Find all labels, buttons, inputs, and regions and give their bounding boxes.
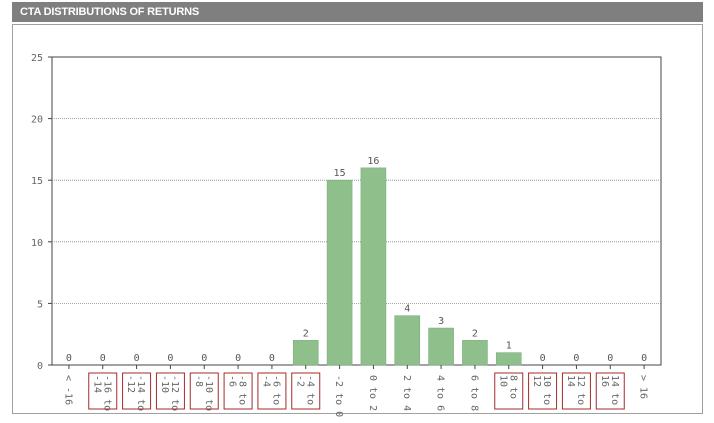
data-label: 2 (303, 328, 309, 339)
x-label-highlight-box (155, 372, 185, 410)
x-tick-label: 4 to 6 (435, 375, 446, 411)
data-label: 0 (607, 353, 613, 364)
y-tick-label: 0 (37, 361, 43, 372)
x-tick-label-line: -14 to (135, 375, 146, 411)
x-tick-label-line: 2 to 4 (401, 375, 412, 411)
x-tick-label: -4 to-2 (294, 375, 315, 405)
x-tick-label-line: -16 to (101, 375, 112, 411)
x-tick-label-line: -8 to (237, 375, 248, 405)
x-tick-label-line: 6 to 8 (468, 375, 479, 411)
x-tick-label-line: > 16 (638, 375, 649, 399)
x-label-highlight-box (494, 372, 524, 410)
data-label: 0 (269, 353, 275, 364)
x-label-highlight-box (595, 372, 625, 410)
x-tick-label-line: -12 to (169, 375, 180, 411)
x-label-highlight-box (561, 372, 591, 410)
data-label: 16 (367, 156, 379, 167)
x-tick-label: > 16 (638, 375, 649, 399)
x-tick-label: 6 to 8 (468, 375, 479, 411)
x-tick-label-line: 12 to (575, 375, 586, 405)
x-tick-label-line: 0 to 2 (367, 375, 378, 411)
x-tick-label: < -16 (62, 375, 73, 405)
y-tick-label: 5 (37, 299, 43, 310)
bar (394, 315, 421, 366)
chart-title: CTA DISTRIBUTIONS OF RETURNS (20, 6, 199, 18)
data-label: 0 (66, 353, 72, 364)
x-label-highlight-box (291, 372, 321, 410)
bar (292, 340, 319, 366)
x-tick-label-line: 4 to 6 (435, 375, 446, 411)
x-tick-label-line: -10 to (203, 375, 214, 411)
x-tick-label-line: -4 to (304, 375, 315, 405)
x-tick-label-line: 10 to (541, 375, 552, 405)
data-label: 3 (438, 316, 444, 327)
x-tick-label-line: 12 (531, 375, 542, 387)
x-tick-label-line: -6 (227, 375, 238, 387)
x-tick-label: 0 to 2 (367, 375, 378, 411)
x-tick-label: -10 to-8 (193, 375, 214, 411)
x-tick-label-line: 14 to (609, 375, 620, 405)
bar (326, 179, 353, 366)
x-tick-label-line: 8 to (507, 375, 518, 399)
x-label-highlight-box (122, 372, 152, 410)
x-label-highlight-box (257, 372, 287, 410)
data-label: 0 (540, 353, 546, 364)
x-label-highlight-box (528, 372, 558, 410)
x-tick-label: -12 to-10 (159, 375, 180, 411)
x-tick-label: -6 to-4 (260, 375, 281, 405)
x-tick-label-line: -6 to (270, 375, 281, 405)
x-tick-label-line: 16 (599, 375, 610, 387)
x-tick-label-line: -2 (294, 375, 305, 387)
data-label: 0 (167, 353, 173, 364)
y-tick-label: 20 (31, 115, 43, 126)
chart-title-bar: CTA DISTRIBUTIONS OF RETURNS (12, 2, 703, 22)
bar (360, 167, 387, 366)
bar (428, 327, 454, 366)
x-tick-label-line: -12 (125, 375, 136, 393)
data-label: 0 (201, 353, 207, 364)
bar (495, 352, 522, 366)
data-label: 0 (235, 353, 241, 364)
y-tick-label: 10 (31, 238, 43, 249)
x-tick-label-line: -4 (260, 375, 271, 387)
data-label: 15 (334, 168, 346, 179)
data-label: 0 (134, 353, 140, 364)
data-label: 4 (404, 304, 410, 315)
x-label-highlight-box (88, 372, 118, 410)
bar (462, 340, 488, 366)
plot-area (51, 56, 662, 366)
x-tick-label: -16 to-14 (91, 375, 112, 411)
x-tick-label-line: 14 (565, 375, 576, 387)
x-tick-label: 2 to 4 (401, 375, 412, 411)
x-tick-label-line: -14 (91, 375, 102, 393)
x-tick-label: -2 to 0 (333, 375, 344, 417)
x-tick-label-line: -8 (193, 375, 204, 387)
x-tick-label: -8 to-6 (227, 375, 248, 405)
data-label: 1 (506, 341, 512, 352)
x-tick-label-line: < -16 (62, 375, 73, 405)
x-tick-label-line: 10 (497, 375, 508, 387)
data-label: 0 (573, 353, 579, 364)
x-label-highlight-box (223, 372, 253, 410)
x-tick-label-line: -10 (159, 375, 170, 393)
x-label-highlight-box (189, 372, 219, 410)
y-tick-label: 25 (31, 53, 43, 64)
x-tick-label: -14 to-12 (125, 375, 146, 411)
y-tick-label: 15 (31, 176, 43, 187)
data-label: 2 (472, 328, 478, 339)
x-tick-label-line: -2 to 0 (333, 375, 344, 417)
data-label: 0 (641, 353, 647, 364)
data-label: 0 (100, 353, 106, 364)
